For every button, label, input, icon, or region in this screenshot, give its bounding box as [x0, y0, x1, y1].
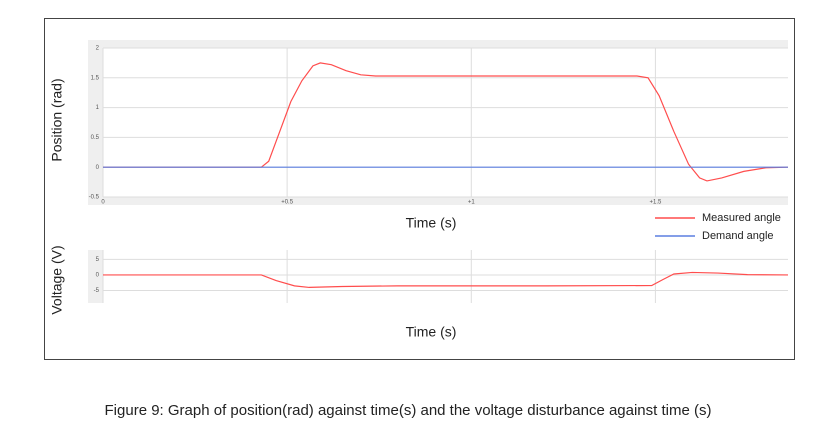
x-tick-label: +1: [468, 200, 476, 206]
y-tick-label: 0: [96, 165, 100, 171]
legend-label: Measured angle: [702, 212, 781, 224]
y-axis-label: Voltage (V): [49, 245, 65, 314]
y-tick-label: 5: [96, 257, 100, 263]
legend-label: Demand angle: [702, 230, 774, 242]
x-tick-label: 0: [101, 200, 105, 206]
data-line: [103, 271, 789, 289]
y-tick-label: 1: [96, 105, 100, 111]
frame: [44, 18, 795, 360]
y-axis-label: Position (rad): [49, 78, 65, 161]
y-tick-label: -5: [94, 288, 100, 294]
x-tick-label: +0.5: [281, 200, 294, 206]
y-tick-label: 0.5: [91, 135, 100, 141]
caption: Figure 9: Graph of position(rad) against…: [105, 402, 712, 419]
plot-area: [103, 250, 788, 303]
x-tick-label: +1.5: [649, 200, 662, 206]
data-line: [103, 62, 789, 182]
y-tick-label: 2: [96, 46, 100, 52]
y-tick-label: 1.5: [91, 75, 100, 81]
x-axis-label: Time (s): [406, 324, 457, 340]
y-tick-label: 0: [96, 273, 100, 279]
y-tick-label: -0.5: [89, 195, 100, 201]
x-axis-label: Time (s): [406, 215, 457, 231]
plot-area: [103, 48, 788, 197]
